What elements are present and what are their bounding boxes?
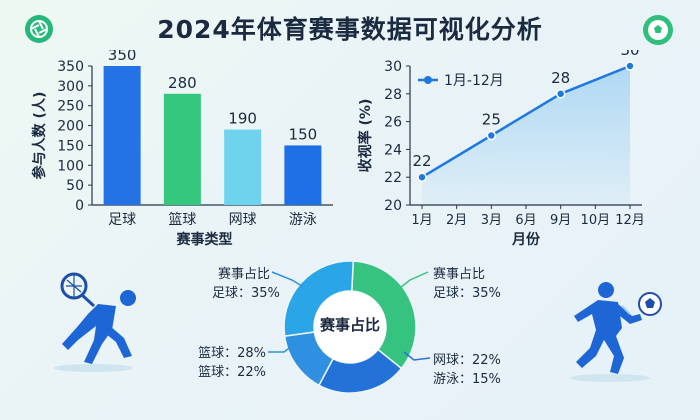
soccer-player-icon: [560, 276, 670, 390]
y-tick-label: 350: [57, 59, 84, 75]
soccer-ball-icon: [642, 14, 674, 50]
donut-hole: [314, 291, 386, 363]
x-tick-label: 6月: [515, 213, 536, 228]
y-tick-label: 24: [384, 142, 402, 158]
y-tick-label: 26: [384, 115, 402, 131]
x-tick-label: 3月: [481, 213, 502, 228]
pie-annotation-top-right: 赛事占比 足球：35%: [433, 267, 501, 301]
donut-center-label: 赛事占比: [319, 316, 380, 334]
legend-marker: [424, 76, 432, 84]
pie-annotation-bottom-right: 网球：22% 游泳：15%: [433, 353, 501, 387]
x-tick-label: 游泳: [289, 212, 317, 228]
x-tick-label: 1月: [411, 213, 432, 228]
bar-value-label: 190: [228, 110, 257, 128]
x-tick-label: 足球: [108, 212, 136, 228]
y-tick-label: 200: [57, 119, 84, 135]
pie-annotation-top-left: 赛事占比 足球：35%: [212, 267, 280, 301]
data-label: 30: [620, 50, 639, 59]
bar: [224, 129, 262, 205]
data-label: 22: [412, 152, 431, 170]
bar-value-label: 350: [108, 50, 137, 64]
data-point: [555, 89, 566, 99]
bar-value-label: 150: [289, 125, 318, 143]
bar: [103, 66, 141, 205]
y-tick-label: 250: [57, 99, 84, 115]
data-point: [625, 61, 635, 71]
legend-label: 1月-12月: [444, 73, 504, 89]
bar: [163, 93, 201, 205]
bar-chart: 0 50 100 150 200 250 300 350 350 足球 280 篮球 190 网球 150 游…: [31, 50, 333, 248]
x-tick-label: 12月: [615, 213, 645, 228]
tennis-player-icon: [38, 268, 148, 382]
y-tick-label: 30: [384, 59, 402, 75]
bar-value-label: 280: [168, 74, 197, 92]
page-title: 2024年体育赛事数据可视化分析: [157, 15, 543, 44]
y-axis-title: 参与人数 (人): [31, 92, 48, 180]
y-tick-label: 300: [57, 79, 84, 95]
y-tick-label: 150: [57, 138, 84, 154]
bar: [284, 145, 322, 205]
data-point: [417, 172, 427, 182]
donut-chart: [283, 260, 417, 394]
aperture-logo-icon: [24, 14, 54, 48]
y-axis-title: 收视率 (%): [357, 99, 374, 173]
x-tick-label: 9月: [550, 213, 571, 228]
data-label: 28: [551, 69, 570, 87]
y-tick-label: 100: [57, 158, 84, 174]
series-line: [421, 64, 631, 179]
y-tick-label: 20: [384, 198, 402, 214]
x-tick-label: 10月: [581, 213, 611, 228]
data-point: [486, 130, 497, 141]
x-tick-label: 2月: [446, 213, 467, 228]
y-tick-label: 22: [384, 170, 402, 186]
pie-annotation-bottom-left: 篮球：28% 篮球：22%: [198, 346, 266, 380]
area-fill: [422, 66, 630, 205]
x-tick-label: 篮球: [168, 212, 196, 228]
data-label: 25: [482, 111, 501, 129]
y-tick-label: 28: [384, 87, 402, 103]
y-tick-label: 50: [66, 178, 84, 194]
x-tick-label: 网球: [229, 212, 257, 228]
y-tick-label: 0: [75, 198, 84, 214]
x-axis-title: 赛事类型: [176, 231, 233, 248]
x-axis-title: 月份: [511, 231, 541, 248]
